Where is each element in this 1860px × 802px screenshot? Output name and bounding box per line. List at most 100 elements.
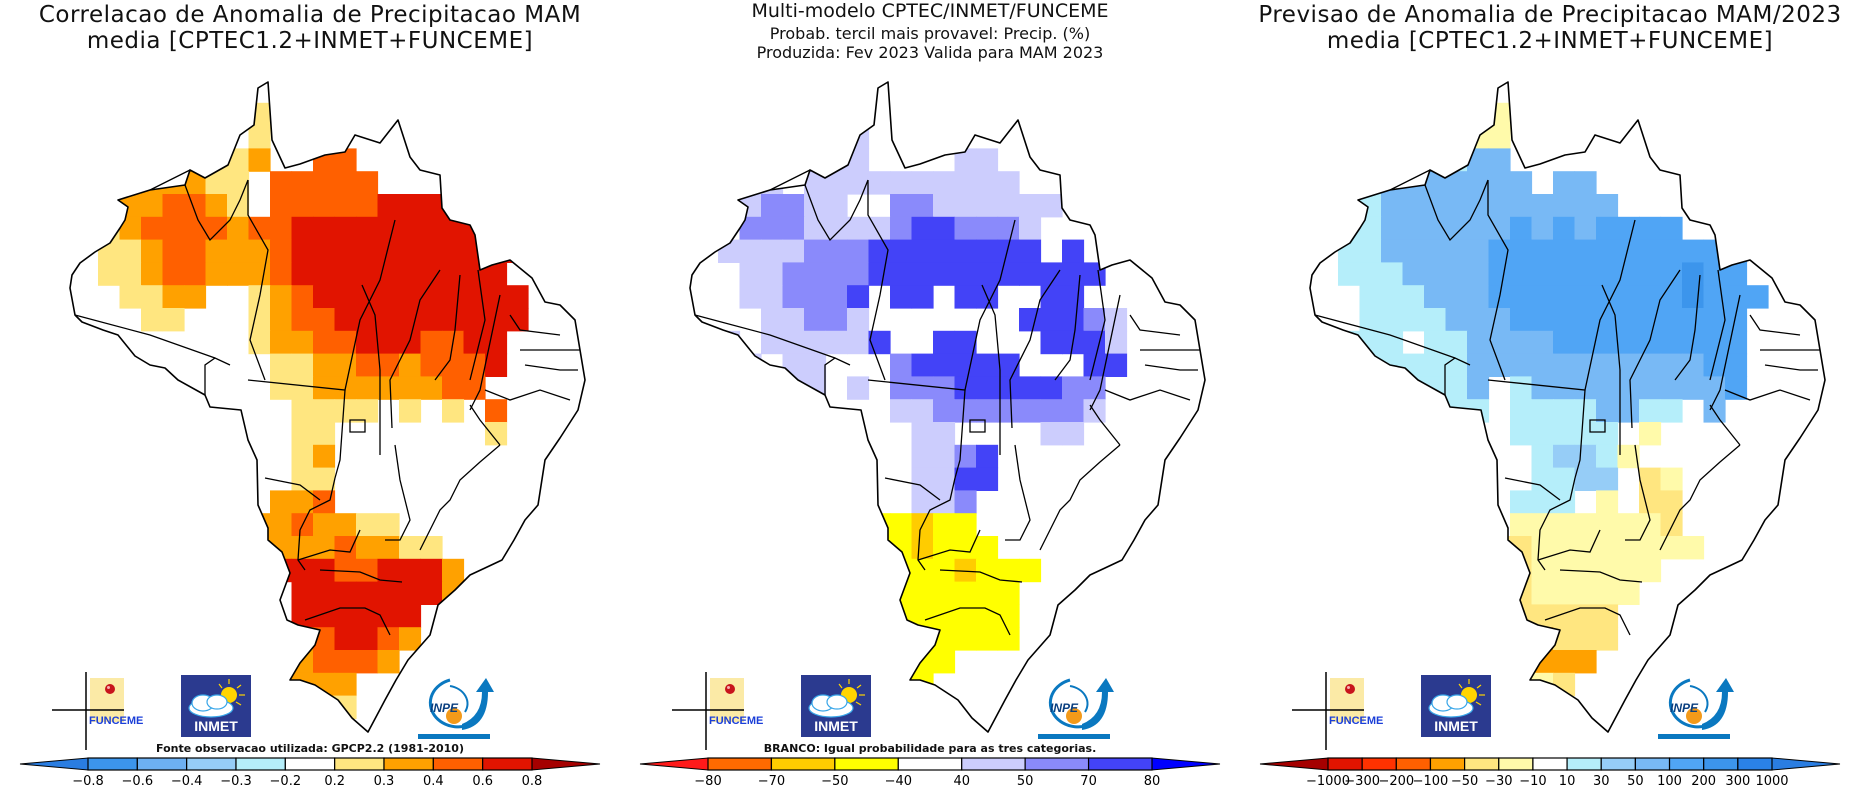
- panel-probability: Multi-modelo CPTEC/INMET/FUNCEME Probab.…: [620, 0, 1240, 802]
- grid-cell: [291, 558, 314, 583]
- colorbar: −0.8 −0.6 −0.4 −0.3 −0.2 0.2 0.3 0.4 0.6 0.8: [19, 757, 601, 789]
- state-border: [361, 284, 381, 455]
- grid-cell: [890, 194, 913, 218]
- grid-cell: [1703, 239, 1726, 263]
- grid-cell: [291, 672, 314, 697]
- grid-cell: [1596, 536, 1619, 560]
- state-border: [917, 529, 981, 561]
- grid-cell: [1062, 399, 1085, 423]
- state-border: [1129, 314, 1181, 336]
- grid-cell: [377, 330, 400, 355]
- grid-cell: [1040, 422, 1063, 446]
- grid-cell: [739, 285, 762, 309]
- grid-cell: [1553, 262, 1576, 286]
- inpe-logo-text: INPE: [1050, 701, 1079, 715]
- grid-cell: [356, 262, 379, 286]
- grid-cell: [399, 353, 422, 377]
- grid-cell: [1574, 216, 1597, 241]
- grid-cell: [141, 262, 164, 286]
- grid-cell: [334, 650, 357, 674]
- grid-cell: [1424, 353, 1447, 377]
- grid-cell: [1553, 194, 1576, 218]
- grid-cell: [1574, 627, 1597, 651]
- grid-cell: [718, 353, 741, 377]
- grid-cell: [1574, 444, 1597, 469]
- inpe-logo: INPE: [1030, 672, 1116, 744]
- grid-cell: [933, 536, 956, 560]
- grid-cell: [976, 239, 999, 263]
- grid-cell: [1639, 239, 1662, 263]
- grid-cell: [954, 581, 977, 605]
- colorbar-tick-label: −0.2: [270, 774, 302, 789]
- grid-cell: [997, 353, 1020, 377]
- grid-cell: [804, 376, 827, 400]
- grid-cell: [1062, 239, 1085, 263]
- grid-cell: [291, 262, 314, 286]
- grid-cell: [1062, 308, 1085, 332]
- grid-cell: [911, 558, 934, 583]
- grid-cell: [1531, 672, 1554, 697]
- grid-cell: [804, 239, 827, 263]
- grid-cell: [1553, 399, 1576, 423]
- grid-cell: [1083, 376, 1106, 400]
- grid-cell: [1467, 125, 1490, 149]
- state-border: [247, 180, 269, 381]
- state-border: [1724, 389, 1811, 401]
- colorbar-swatch: [1361, 757, 1397, 771]
- grid-cell: [1105, 353, 1128, 377]
- grid-cell: [291, 695, 314, 719]
- colorbar-arrow-low: [19, 757, 89, 771]
- grid-cell: [1703, 262, 1726, 286]
- grid-cell: [1424, 171, 1447, 195]
- grid-cell: [1467, 239, 1490, 263]
- colorbar-swatch: [707, 757, 773, 771]
- grid-cell: [804, 285, 827, 309]
- grid-cell: [804, 308, 827, 332]
- state-border: [1389, 169, 1431, 191]
- grid-cell: [954, 399, 977, 423]
- grid-cell: [1467, 399, 1490, 423]
- grid-cell: [1553, 513, 1576, 537]
- colorbar-swatch: [770, 757, 836, 771]
- grid-cell: [291, 650, 314, 674]
- grid-cell: [119, 216, 142, 241]
- state-borders: [74, 169, 580, 636]
- grid-cell: [1467, 285, 1490, 309]
- grid-cell: [1682, 536, 1705, 560]
- grid-cell: [933, 467, 956, 491]
- grid-cell: [1040, 330, 1063, 355]
- grid-cell: [890, 604, 913, 628]
- colorbar-tick-label: −50: [821, 774, 848, 789]
- grid-cell: [825, 285, 848, 309]
- state-border: [1054, 274, 1081, 381]
- grid-cell: [291, 444, 314, 469]
- grid-cell: [890, 513, 913, 537]
- grid-cell: [933, 581, 956, 605]
- grid-cell: [1359, 216, 1382, 241]
- grid-cell: [270, 262, 293, 286]
- grid-cell: [847, 376, 870, 400]
- funceme-logo-text: FUNCEME: [709, 715, 763, 727]
- grid-cell: [1639, 536, 1662, 560]
- state-border: [204, 357, 231, 395]
- grid-cell: [890, 536, 913, 560]
- grid-cell: [997, 399, 1020, 423]
- grid-cell: [1531, 581, 1554, 605]
- grid-cell: [976, 558, 999, 583]
- grid-cell: [442, 353, 465, 377]
- colorbar-tick-label: −70: [758, 774, 785, 789]
- colorbar-arrow-high: [1151, 757, 1221, 771]
- grid-cell: [184, 148, 207, 172]
- grid-cell: [1445, 262, 1468, 286]
- grid-cell: [1531, 422, 1554, 446]
- grid-cell: [1359, 376, 1382, 400]
- grid-cell: [162, 285, 185, 309]
- grid-cell: [442, 239, 465, 263]
- grid-cell: [911, 650, 934, 674]
- grid-cell: [1531, 353, 1554, 377]
- grid-cell: [1639, 353, 1662, 377]
- grid-cell: [1488, 308, 1511, 332]
- grid-cell: [1596, 422, 1619, 446]
- grid-cell: [184, 239, 207, 263]
- grid-cell: [1639, 467, 1662, 491]
